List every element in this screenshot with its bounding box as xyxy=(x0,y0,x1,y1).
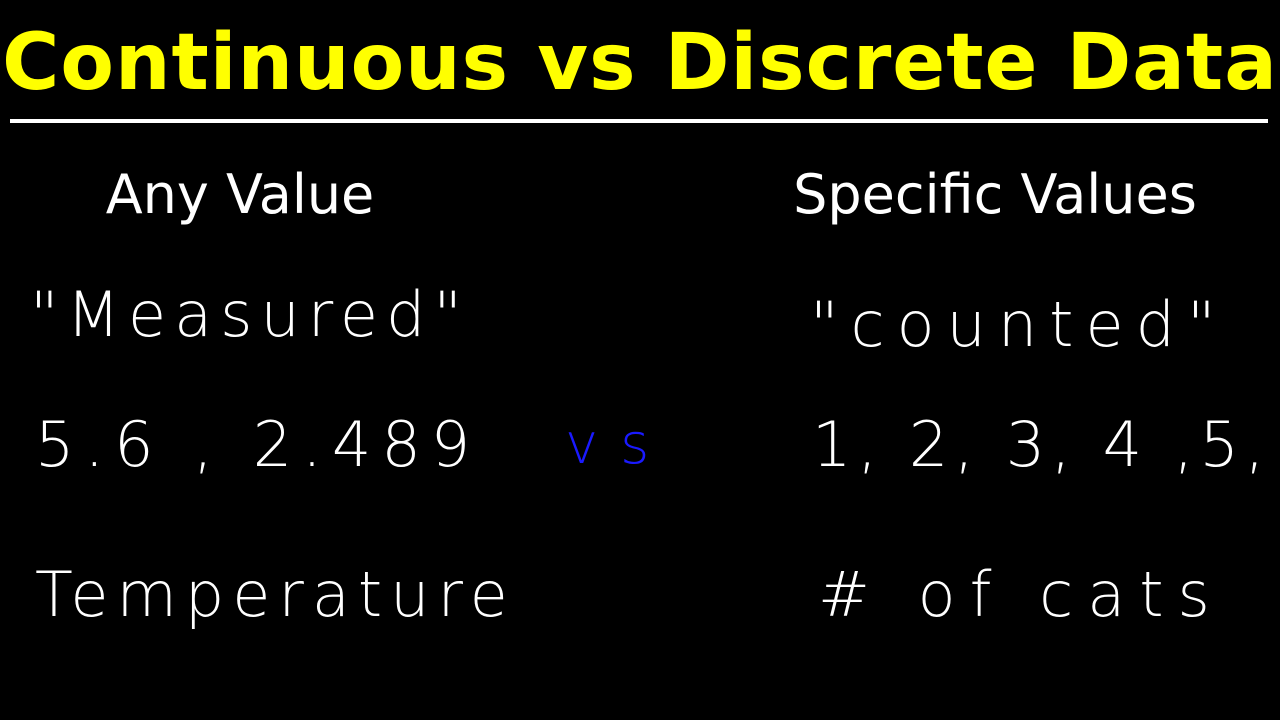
left-heading: Any Value xyxy=(105,163,375,226)
left-row: Temperature xyxy=(35,558,516,631)
right-row: "counted" xyxy=(810,288,1228,361)
versus-label: vs xyxy=(565,412,672,477)
left-row: 5.6 , 2.489 xyxy=(35,408,481,481)
right-row: 1, 2, 3, 4 ,5, 6 xyxy=(812,408,1280,481)
left-row: "Measured" xyxy=(30,278,470,351)
right-row: # of cats xyxy=(818,558,1224,631)
right-heading: Specific Values xyxy=(793,163,1197,226)
divider xyxy=(10,119,1268,123)
title: Continuous vs Discrete Data xyxy=(2,18,1278,108)
